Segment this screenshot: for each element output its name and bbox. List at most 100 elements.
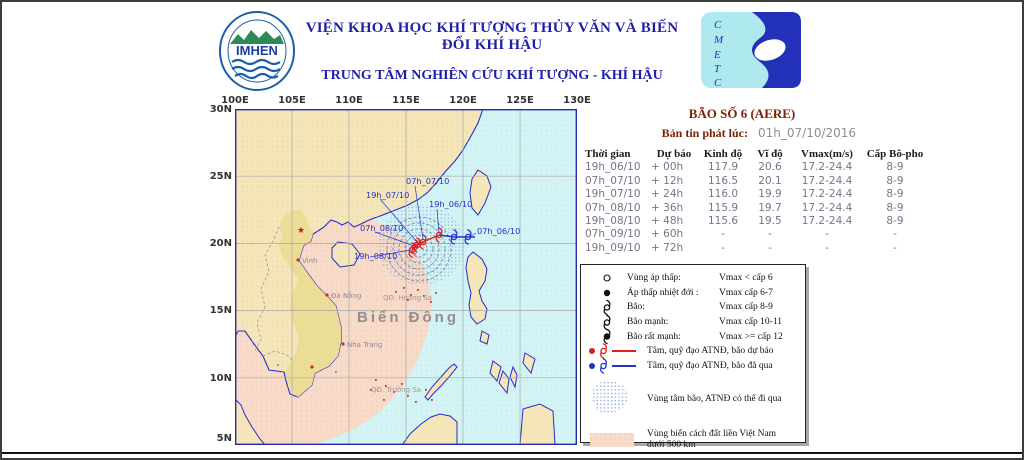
cmetc-letter-5: C xyxy=(714,77,722,89)
cmetc-letter-4: T xyxy=(714,63,721,75)
lon-tick: 100E xyxy=(221,95,249,106)
forecast-cell: 117.9 xyxy=(707,161,739,174)
column-header: Vĩ độ xyxy=(757,148,783,160)
forecast-row: 07h_07/10 + 12h 116.5 20.1 17.2-24.4 8-9 xyxy=(585,175,930,188)
forecast-row: 19h_07/10 + 24h 116.0 19.9 17.2-24.4 8-9 xyxy=(585,188,930,201)
forecast-track-icon xyxy=(587,343,647,360)
column-header: Cấp Bô-pho xyxy=(866,148,924,160)
lon-tick: 130E xyxy=(563,95,591,106)
mountains-icon xyxy=(230,30,284,44)
legend-item-strong-storm: Bão mạnh: Vmax cấp 10-11 xyxy=(587,313,801,331)
org-name-line2: TRUNG TÂM NGHIÊN CỨU KHÍ TƯỢNG - KHÍ HẬU xyxy=(321,68,663,83)
lat-tick: 15N xyxy=(209,305,232,316)
truong-sa-islets xyxy=(277,364,433,403)
bottom-divider xyxy=(2,452,1022,454)
legend-item-storm: Bão: Vmax cấp 8-9 xyxy=(587,299,801,316)
track-label: 19h_06/10 xyxy=(429,199,472,209)
storm-title: BÃO SỐ 6 (AERE) xyxy=(688,106,796,121)
forecast-cell: - xyxy=(721,241,725,254)
storm-passage-area xyxy=(377,205,465,285)
legend-item-tropical-depression: Áp thấp nhiệt đới : Vmax cấp 6-7 xyxy=(587,286,801,301)
forecast-cell: + 24h xyxy=(651,188,684,201)
storm-symbol-filled-icon xyxy=(587,328,627,345)
legend-item-depression: Vùng áp thấp: Vmax < cấp 6 xyxy=(587,271,801,286)
city-label: Nha Trang xyxy=(347,341,382,349)
forecast-cell: 8-9 xyxy=(886,188,904,201)
legend-box: Vùng áp thấp: Vmax < cấp 6 Áp thấp nhiệt… xyxy=(580,264,806,450)
forecast-cell: 07h_07/10 xyxy=(585,174,641,187)
coastal-zone-icon xyxy=(587,432,647,448)
mainland xyxy=(235,109,484,398)
forecast-cell: 19h_07/10 xyxy=(585,188,641,201)
forecast-cell: 19.5 xyxy=(758,215,782,228)
typhoon-track-map: 07h_06/10 19h_06/10 07h_07/10 19h_07/10 … xyxy=(235,109,577,445)
forecast-cell: 19h_09/10 xyxy=(585,241,641,254)
hainan-island xyxy=(331,241,361,268)
track-label: 19h_08/10 xyxy=(354,251,397,261)
forecast-row: 07h_09/10 + 60h - - - - xyxy=(585,228,930,241)
legend-item-passage-area: Vùng tâm bão, ATNĐ có thể đi qua xyxy=(587,376,801,422)
vietnam-territory xyxy=(279,209,341,397)
sea-name-label: Biển Đông xyxy=(357,309,459,326)
cmetc-letter-1: C xyxy=(714,19,722,31)
forecast-cell: - xyxy=(825,228,829,241)
forecast-cell: 17.2-24.4 xyxy=(801,215,853,228)
palawan-island xyxy=(424,363,458,401)
taiwan-island xyxy=(469,169,492,216)
cmetc-letter-2: M xyxy=(713,34,724,46)
forecast-cell: 115.9 xyxy=(707,201,739,214)
past-track-line xyxy=(438,234,475,238)
city-label: Vinh xyxy=(302,257,317,265)
forecast-cell: + 00h xyxy=(651,161,684,174)
forecast-row: 19h_09/10 + 72h - - - - xyxy=(585,242,930,255)
column-header: Dự báo xyxy=(656,148,692,160)
forecast-cell: 17.2-24.4 xyxy=(801,161,853,174)
forecast-cell: + 12h xyxy=(651,174,684,187)
cmetc-logo: C M E T C xyxy=(700,10,802,95)
forecast-cell: 8-9 xyxy=(886,161,904,174)
imhen-logo-text: IMHEN xyxy=(236,43,278,58)
legend-item-forecast-track: Tâm, quỹ đạo ATNĐ, bão dự báo xyxy=(587,343,801,360)
forecast-cell: 20.6 xyxy=(758,161,782,174)
forecast-cell: 07h_09/10 xyxy=(585,228,641,241)
legend-item-past-track: Tâm, quỹ đạo ATNĐ, bão đã qua xyxy=(587,358,801,374)
borneo-island xyxy=(401,413,458,445)
lat-tick: 25N xyxy=(209,171,232,182)
luzon-island xyxy=(465,251,488,325)
forecast-cell: 20.1 xyxy=(758,174,782,187)
forecast-cell: 17.2-24.4 xyxy=(801,174,853,187)
forecast-cell: 17.2-24.4 xyxy=(801,201,853,214)
lat-tick: 30N xyxy=(209,104,232,115)
cmetc-letter-3: E xyxy=(713,49,721,61)
graticule xyxy=(235,109,577,445)
forecast-cell: 07h_08/10 xyxy=(585,201,641,214)
lon-tick: 120E xyxy=(449,95,477,106)
forecast-cell: + 48h xyxy=(651,215,684,228)
truong-sa-label: QĐ. Trường Sa xyxy=(371,386,421,394)
cities: ★ Vinh Đà Nẵng Nha Trang xyxy=(296,225,382,369)
city-label: Đà Nẵng xyxy=(331,291,361,300)
lon-tick: 115E xyxy=(392,95,420,106)
lon-tick: 125E xyxy=(506,95,534,106)
forecast-row: 19h_08/10 + 48h 115.6 19.5 17.2-24.4 8-9 xyxy=(585,215,930,228)
hoang-sa-label: QĐ. Hoàng Sa xyxy=(383,294,432,302)
forecast-row: 07h_08/10 + 36h 115.9 19.7 17.2-24.4 8-9 xyxy=(585,202,930,215)
forecast-cell: 115.6 xyxy=(707,215,739,228)
forecast-cell: - xyxy=(893,241,897,254)
forecast-cell: 19.9 xyxy=(758,188,782,201)
forecast-circles xyxy=(386,216,452,282)
column-header: Kinh độ xyxy=(703,148,743,160)
imhen-logo-icon: IMHEN xyxy=(219,11,295,91)
forecast-cell: - xyxy=(768,241,772,254)
forecast-cell: - xyxy=(721,228,725,241)
column-header: Thời gian xyxy=(585,148,631,160)
forecast-cell: 8-9 xyxy=(886,215,904,228)
islands xyxy=(235,169,556,445)
legend-item-very-strong-storm: Bão rất mạnh: Vmax >= cấp 12 xyxy=(587,328,801,345)
past-track-icon xyxy=(587,358,647,374)
track-labels: 07h_06/10 19h_06/10 07h_07/10 19h_07/10 … xyxy=(354,176,520,261)
forecast-table: Thời gian Dự báo Kinh độ Vĩ độ Vmax(m/s) Cấp … xyxy=(585,148,930,255)
country-border xyxy=(254,226,280,352)
forecast-cell: + 60h xyxy=(651,228,684,241)
